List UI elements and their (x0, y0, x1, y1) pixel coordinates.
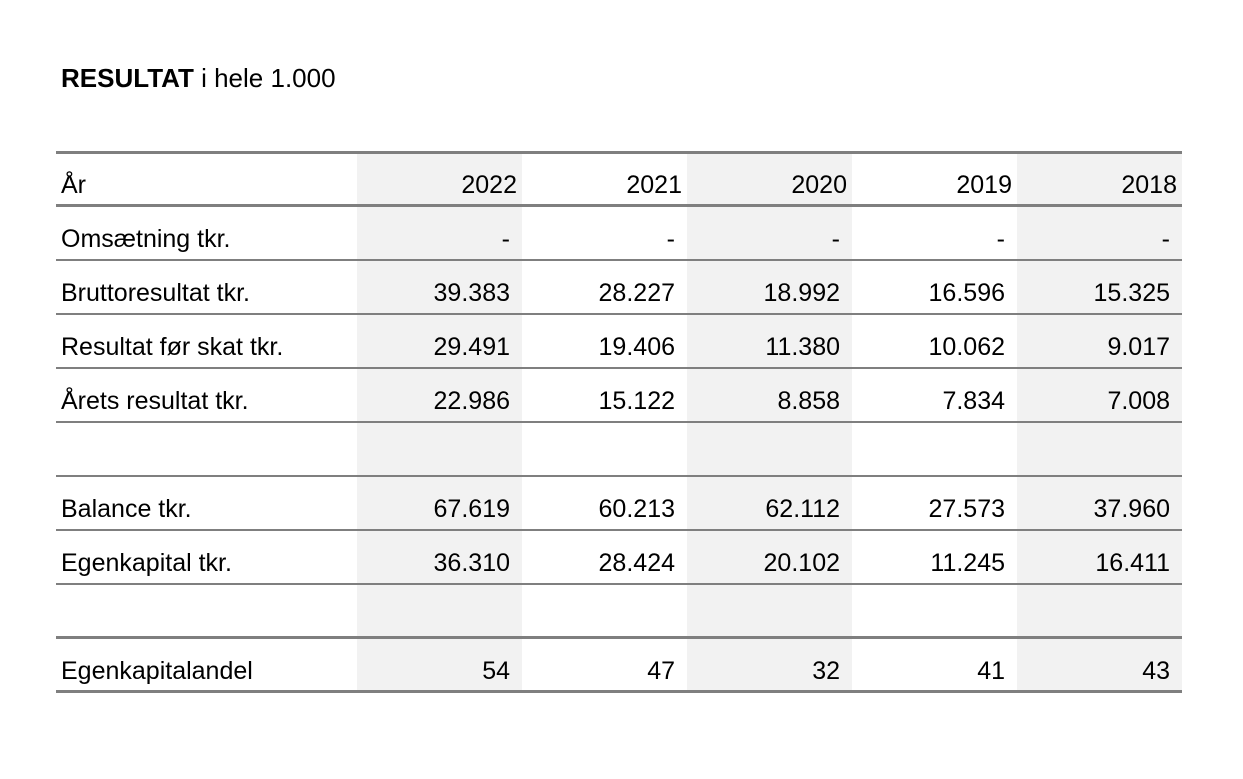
table-cell (852, 583, 1017, 637)
table-cell: 27.573 (928, 495, 1005, 523)
table-cell: 28.227 (598, 279, 675, 307)
row-label (56, 583, 357, 637)
row-label: Egenkapital tkr. (61, 549, 232, 577)
table-cell: 28.424 (598, 549, 675, 577)
header-year: 2021 (626, 171, 682, 199)
header-year-label: År (61, 171, 86, 199)
row-label: Balance tkr. (61, 495, 192, 523)
table-cell (357, 421, 522, 475)
table-row: Balance tkr. 67.619 60.213 62.112 27.573… (56, 475, 1182, 529)
table-row: Resultat før skat tkr. 29.491 19.406 11.… (56, 313, 1182, 367)
table-cell: 22.986 (433, 387, 510, 415)
table-row: Bruttoresultat tkr. 39.383 28.227 18.992… (56, 259, 1182, 313)
table-cell: 62.112 (765, 495, 840, 523)
results-table: År 2022 2021 2020 2019 2018 Omsætning tk… (56, 151, 1182, 693)
table-cell (687, 421, 852, 475)
rule (56, 583, 1182, 585)
row-label: Resultat før skat tkr. (61, 333, 284, 361)
table-cell: 60.213 (598, 495, 675, 523)
table-cell: 43 (1142, 657, 1170, 685)
table-cell: 32 (812, 657, 840, 685)
rule-bottom (56, 690, 1182, 693)
table-cell: 39.383 (433, 279, 510, 307)
table-cell: 9.017 (1107, 333, 1170, 361)
rule (56, 367, 1182, 369)
table-cell: 15.325 (1093, 279, 1170, 307)
row-label: Egenkapitalandel (61, 657, 253, 685)
table-cell (357, 583, 522, 637)
table-cell: 8.858 (777, 387, 840, 415)
table-cell: 41 (977, 657, 1005, 685)
rule (56, 475, 1182, 477)
table-cell: 29.491 (433, 333, 510, 361)
table-cell (687, 583, 852, 637)
table-cell: - (501, 225, 510, 253)
table-cell: 19.406 (598, 333, 675, 361)
table-cell: 54 (482, 657, 510, 685)
table-cell: 37.960 (1093, 495, 1170, 523)
table-cell: 7.008 (1107, 387, 1170, 415)
table-cell: 11.245 (930, 549, 1005, 577)
table-cell (1017, 583, 1182, 637)
header-year: 2020 (791, 171, 847, 199)
rule (56, 421, 1182, 423)
table-cell: 16.411 (1095, 549, 1170, 577)
table-cell: 11.380 (765, 333, 840, 361)
table-cell: 36.310 (433, 549, 510, 577)
table-row: Egenkapital tkr. 36.310 28.424 20.102 11… (56, 529, 1182, 583)
table-cell: 15.122 (598, 387, 675, 415)
page-title: RESULTAT i hele 1.000 (61, 62, 336, 94)
table-cell: 7.834 (942, 387, 1005, 415)
table-cell: - (996, 225, 1005, 253)
title-bold: RESULTAT (61, 63, 194, 93)
row-label: Årets resultat tkr. (61, 387, 249, 415)
row-label: Bruttoresultat tkr. (61, 279, 250, 307)
table-cell: 47 (647, 657, 675, 685)
rule-top (56, 151, 1182, 154)
table-cell: - (666, 225, 675, 253)
table-cell: 20.102 (763, 549, 840, 577)
table-row-empty (56, 421, 1182, 475)
table-cell: 16.596 (928, 279, 1005, 307)
table-cell: 18.992 (763, 279, 840, 307)
table-header-row: År 2022 2021 2020 2019 2018 (56, 151, 1182, 205)
table-row: Egenkapitalandel 54 47 32 41 43 (56, 637, 1182, 691)
header-year: 2018 (1121, 171, 1177, 199)
table-row: Årets resultat tkr. 22.986 15.122 8.858 … (56, 367, 1182, 421)
rule-header (56, 204, 1182, 207)
row-label (56, 421, 357, 475)
table-cell (522, 583, 687, 637)
table-cell: 67.619 (433, 495, 510, 523)
rule (56, 636, 1182, 639)
table-row-empty (56, 583, 1182, 637)
table-cell: - (1161, 225, 1170, 253)
row-label: Omsætning tkr. (61, 225, 231, 253)
table-row: Omsætning tkr. - - - - - (56, 205, 1182, 259)
table-cell: - (831, 225, 840, 253)
rule (56, 529, 1182, 531)
header-year: 2019 (956, 171, 1012, 199)
table-cell: 10.062 (928, 333, 1005, 361)
rule (56, 259, 1182, 261)
table-cell (852, 421, 1017, 475)
table-cell (522, 421, 687, 475)
rule (56, 313, 1182, 315)
table-cell (1017, 421, 1182, 475)
title-rest: i hele 1.000 (193, 63, 336, 93)
header-year: 2022 (461, 171, 517, 199)
